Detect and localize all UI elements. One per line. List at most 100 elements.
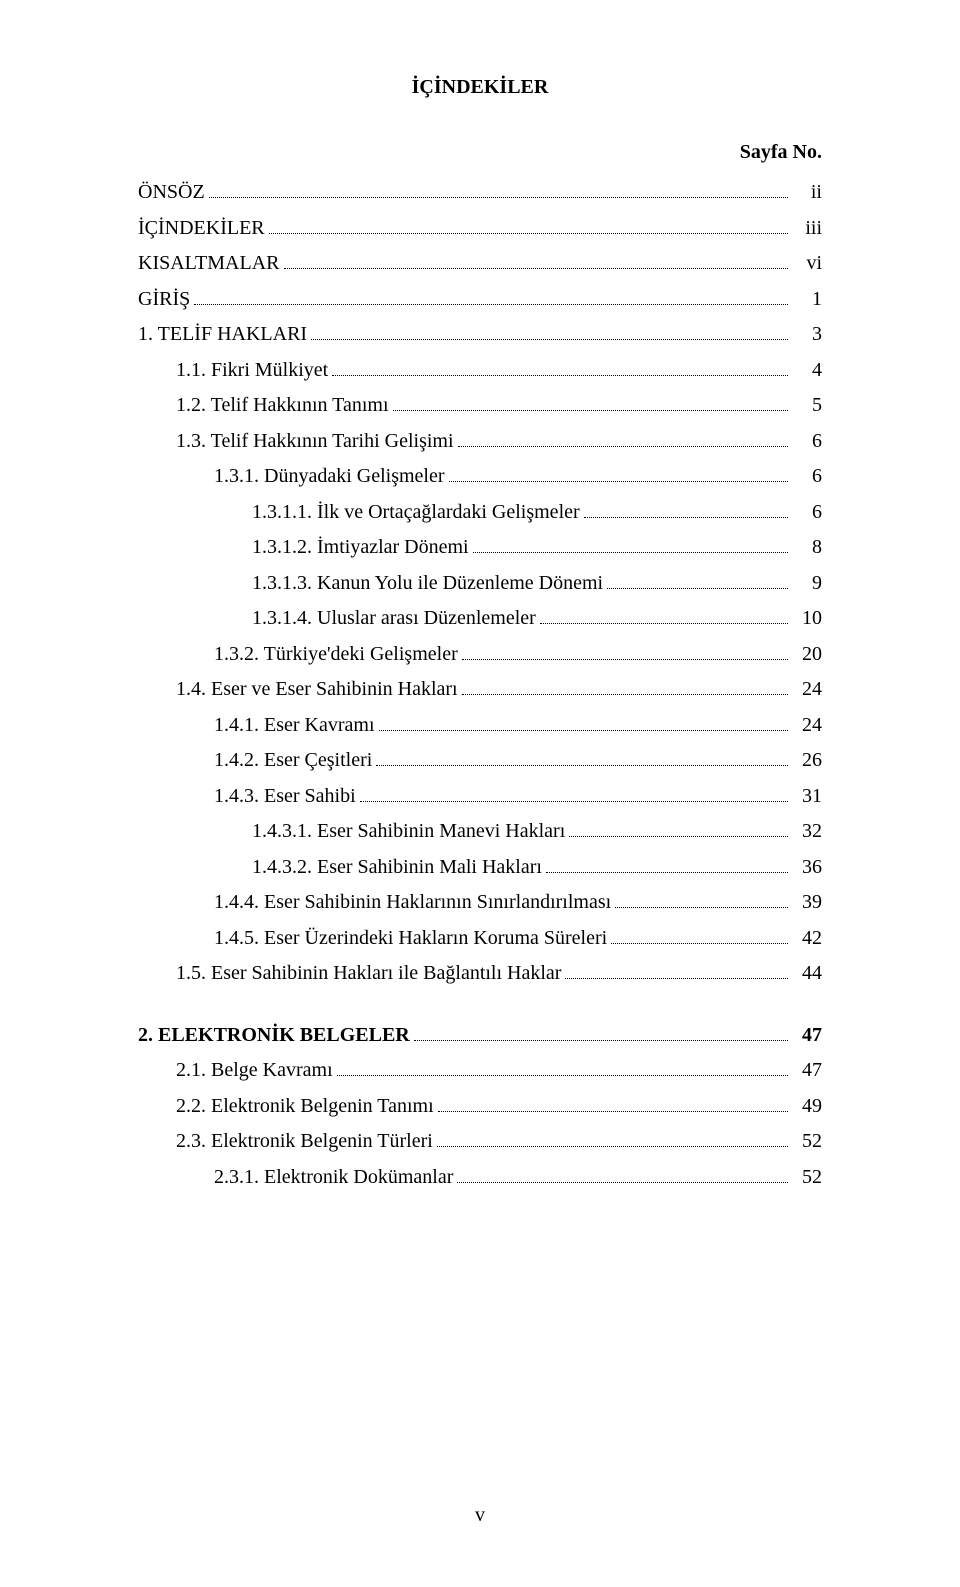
toc-leader (414, 1040, 788, 1041)
toc-page-number: 3 (792, 324, 822, 344)
toc-page-number: 24 (792, 679, 822, 699)
toc-leader (458, 446, 788, 447)
toc-row: 1.4.2. Eser Çeşitleri 26 (138, 750, 822, 770)
toc-label: 1.3.1. Dünyadaki Gelişmeler (214, 466, 445, 486)
toc-page-number: 52 (792, 1131, 822, 1151)
toc-label: 2.3.1. Elektronik Dokümanlar (214, 1167, 453, 1187)
toc-label: 1.4.3. Eser Sahibi (214, 786, 356, 806)
toc-leader (546, 872, 788, 873)
page-title: İÇİNDEKİLER (138, 76, 822, 99)
toc-leader (376, 765, 788, 766)
toc-row: 2.2. Elektronik Belgenin Tanımı 49 (138, 1096, 822, 1116)
toc-row: GİRİŞ 1 (138, 289, 822, 309)
toc-leader (379, 730, 788, 731)
toc-label: 1.3.1.2. İmtiyazlar Dönemi (252, 537, 469, 557)
toc-label: 1.2. Telif Hakkının Tanımı (176, 395, 389, 415)
toc-gap (138, 999, 822, 1025)
toc-page-number: 10 (792, 608, 822, 628)
toc-label: 1. TELİF HAKLARI (138, 324, 307, 344)
toc-page-number: ii (792, 182, 822, 202)
toc-label: 2.3. Elektronik Belgenin Türleri (176, 1131, 433, 1151)
toc-label: 1.3. Telif Hakkının Tarihi Gelişimi (176, 431, 454, 451)
toc-leader (584, 517, 788, 518)
toc-page-number: 6 (792, 466, 822, 486)
toc-row: 2.3.1. Elektronik Dokümanlar 52 (138, 1167, 822, 1187)
toc-row: 1.4.3.1. Eser Sahibinin Manevi Hakları32 (138, 821, 822, 841)
toc-label: 1.3.2. Türkiye'deki Gelişmeler (214, 644, 458, 664)
toc-label: 1.4.4. Eser Sahibinin Haklarının Sınırla… (214, 892, 611, 912)
toc-page-number: 49 (792, 1096, 822, 1116)
toc-label: 1.4.1. Eser Kavramı (214, 715, 375, 735)
toc-leader (569, 836, 788, 837)
toc-row: 1.3. Telif Hakkının Tarihi Gelişimi 6 (138, 431, 822, 451)
toc-leader (540, 623, 788, 624)
toc-row: 1.4.1. Eser Kavramı 24 (138, 715, 822, 735)
toc-leader (473, 552, 788, 553)
toc-row: 1. TELİF HAKLARI 3 (138, 324, 822, 344)
toc-row: 1.3.1.3. Kanun Yolu ile Düzenleme Dönemi… (138, 573, 822, 593)
toc-page-number: vi (792, 253, 822, 273)
toc-leader (607, 588, 788, 589)
toc-page-number: 42 (792, 928, 822, 948)
toc-row: 2. ELEKTRONİK BELGELER47 (138, 1025, 822, 1045)
toc-page-number: 4 (792, 360, 822, 380)
toc-label: 1.3.1.4. Uluslar arası Düzenlemeler (252, 608, 536, 628)
page-footer: v (0, 1504, 960, 1527)
toc-leader (462, 694, 788, 695)
toc-leader (194, 304, 788, 305)
toc-row: 1.1. Fikri Mülkiyet 4 (138, 360, 822, 380)
toc-leader (449, 481, 789, 482)
toc-leader (209, 197, 788, 198)
toc-label: GİRİŞ (138, 289, 190, 309)
page-number-header: Sayfa No. (138, 141, 822, 164)
toc-leader (332, 375, 788, 376)
toc-leader (393, 410, 788, 411)
toc-label: 1.4.5. Eser Üzerindeki Hakların Koruma S… (214, 928, 607, 948)
toc-page-number: 5 (792, 395, 822, 415)
toc-page-number: 20 (792, 644, 822, 664)
toc-row: 1.3.1. Dünyadaki Gelişmeler 6 (138, 466, 822, 486)
toc-page-number: 44 (792, 963, 822, 983)
toc-row: 1.4.4. Eser Sahibinin Haklarının Sınırla… (138, 892, 822, 912)
toc-label: 1.4.3.1. Eser Sahibinin Manevi Hakları (252, 821, 565, 841)
toc-label: 1.3.1.1. İlk ve Ortaçağlardaki Gelişmele… (252, 502, 580, 522)
toc-leader (462, 659, 788, 660)
toc-page-number: 47 (792, 1025, 822, 1045)
toc-row: 1.2. Telif Hakkının Tanımı 5 (138, 395, 822, 415)
toc-label: 1.3.1.3. Kanun Yolu ile Düzenleme Dönemi (252, 573, 603, 593)
toc-page-number: 39 (792, 892, 822, 912)
toc-page-number: 1 (792, 289, 822, 309)
toc-label: 1.4. Eser ve Eser Sahibinin Hakları (176, 679, 458, 699)
toc-page-number: 6 (792, 502, 822, 522)
toc-row: 1.4. Eser ve Eser Sahibinin Hakları 24 (138, 679, 822, 699)
toc-label: 1.4.3.2. Eser Sahibinin Mali Hakları (252, 857, 542, 877)
toc-leader (437, 1146, 788, 1147)
toc-page-number: 24 (792, 715, 822, 735)
toc-label: 1.4.2. Eser Çeşitleri (214, 750, 372, 770)
toc-row: 2.1. Belge Kavramı47 (138, 1060, 822, 1080)
toc-row: 1.4.5. Eser Üzerindeki Hakların Koruma S… (138, 928, 822, 948)
toc-label: 1.5. Eser Sahibinin Hakları ile Bağlantı… (176, 963, 561, 983)
toc-label: 2.2. Elektronik Belgenin Tanımı (176, 1096, 434, 1116)
toc-row: 2.3. Elektronik Belgenin Türleri 52 (138, 1131, 822, 1151)
toc-leader (611, 943, 788, 944)
toc-row: 1.3.1.4. Uluslar arası Düzenlemeler 10 (138, 608, 822, 628)
toc-label: KISALTMALAR (138, 253, 280, 273)
toc-page-number: iii (792, 218, 822, 238)
toc-page-number: 52 (792, 1167, 822, 1187)
toc-leader (269, 233, 788, 234)
toc-page-number: 26 (792, 750, 822, 770)
toc-leader (615, 907, 788, 908)
toc-row: 1.5. Eser Sahibinin Hakları ile Bağlantı… (138, 963, 822, 983)
toc-label: İÇİNDEKİLER (138, 218, 265, 238)
toc-page-number: 36 (792, 857, 822, 877)
toc-leader (360, 801, 788, 802)
toc-leader (337, 1075, 788, 1076)
toc-row: 1.3.2. Türkiye'deki Gelişmeler 20 (138, 644, 822, 664)
toc-label: 1.1. Fikri Mülkiyet (176, 360, 328, 380)
toc-row: 1.4.3.2. Eser Sahibinin Mali Hakları 36 (138, 857, 822, 877)
toc-page-number: 6 (792, 431, 822, 451)
toc-row: 1.3.1.1. İlk ve Ortaçağlardaki Gelişmele… (138, 502, 822, 522)
toc-leader (438, 1111, 788, 1112)
toc-label: ÖNSÖZ (138, 182, 205, 202)
